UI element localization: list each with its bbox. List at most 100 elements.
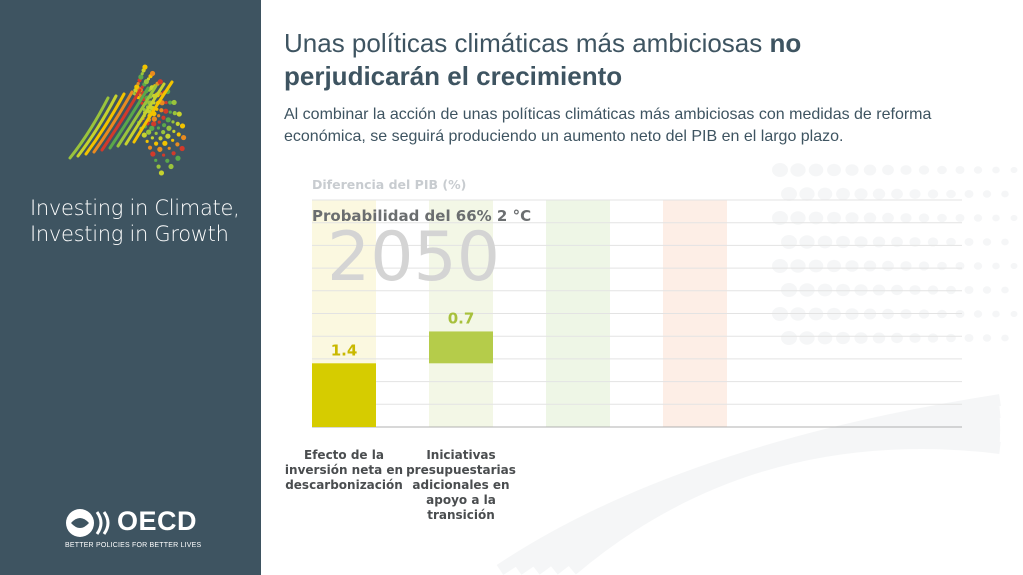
bar-2 [429, 331, 493, 364]
logo-dot [154, 131, 158, 135]
category-label-2: Iniciativas presupuestarias adicionales … [406, 448, 516, 522]
logo-dot [146, 77, 151, 81]
oecd-wordmark: OECD [117, 506, 198, 536]
watermark-dot [781, 187, 797, 201]
watermark-dot [781, 283, 797, 297]
watermark-dot [918, 213, 930, 223]
watermark-dot [781, 331, 797, 345]
page-title: Unas políticas climáticas más ambiciosas… [284, 27, 1004, 93]
logo-dot [172, 129, 176, 133]
logo-stroke [84, 92, 126, 156]
logo-dot [156, 164, 161, 169]
watermark-dot [918, 165, 930, 175]
watermark-dot [964, 286, 974, 294]
watermark-dot [882, 212, 894, 224]
watermark-dot [1010, 310, 1018, 318]
sidebar: Investing in Climate, Investing in Growt… [0, 0, 261, 575]
logo-dot [147, 145, 153, 150]
watermark-dot [891, 284, 903, 296]
watermark-dot [799, 283, 815, 297]
watermark-dot [909, 285, 921, 295]
logo-dot [161, 115, 166, 120]
watermark-dot [973, 262, 983, 270]
logo-dot [158, 136, 163, 141]
logo-dot [162, 140, 168, 146]
watermark-dot [964, 238, 974, 246]
watermark-dot [845, 260, 859, 272]
logo-dot [151, 121, 157, 127]
logo-dot [179, 123, 186, 129]
watermark-dot [891, 188, 903, 200]
watermark-dot [836, 187, 850, 201]
logo-dot [175, 142, 180, 147]
logo-dot [140, 85, 144, 89]
watermark-arc [568, 437, 1001, 575]
tagline: Investing in Climate, Investing in Growt… [30, 195, 240, 247]
watermark-dot [937, 213, 947, 223]
logo-dot [180, 134, 187, 141]
logo-dot [154, 158, 158, 162]
watermark-dot [772, 259, 788, 273]
logo-dot [165, 158, 170, 163]
logo-dot [161, 153, 166, 157]
logo-dot [175, 121, 180, 126]
watermark-dot [817, 331, 833, 345]
logo-stroke [92, 90, 134, 154]
logo-dot [157, 120, 161, 124]
watermark-dot [827, 163, 841, 177]
watermark-dot [863, 164, 877, 176]
watermark-dot [982, 286, 992, 294]
logo-dot [156, 126, 161, 130]
logo-stroke [100, 88, 142, 152]
watermark-dot [854, 332, 868, 344]
watermark-dot [1010, 166, 1018, 174]
watermark-dot [982, 334, 992, 342]
logo-dot [142, 64, 148, 70]
logo-dot [163, 108, 169, 114]
watermark-dot [817, 187, 833, 201]
logo-dot [158, 170, 165, 176]
watermark-dot [891, 332, 903, 344]
logo-dot [146, 129, 152, 135]
watermark-dot [799, 187, 815, 201]
watermark-dot [827, 211, 841, 225]
logo-dot [149, 70, 156, 77]
logo-dot [140, 72, 144, 76]
watermark-dot [927, 189, 939, 199]
watermark-dot [982, 238, 992, 246]
logo-dot [142, 108, 146, 112]
logo-dot [140, 101, 144, 105]
watermark-dot [964, 334, 974, 342]
watermark-dot [854, 188, 868, 200]
logo-dot [134, 84, 140, 90]
logo-dot [165, 117, 171, 123]
watermark-dot [973, 166, 983, 174]
watermark-dot [900, 165, 912, 175]
watermark-dot [772, 211, 788, 225]
logo-dot [179, 145, 185, 152]
watermark-dot [891, 236, 903, 248]
logo-dot [157, 79, 163, 85]
watermark-dot [872, 188, 886, 200]
logo-dot [150, 136, 154, 140]
tagline-line-1: Investing in Climate, [30, 196, 240, 220]
watermark-dot [799, 331, 815, 345]
logo-dot [171, 120, 175, 124]
watermark-dot [790, 163, 806, 177]
watermark-dot [1001, 334, 1009, 342]
value-label-1: 1.4 [331, 341, 358, 359]
watermark-dot [1010, 214, 1018, 222]
logo-stroke [108, 86, 150, 150]
logo-dot [165, 133, 171, 139]
value-label-2: 0.7 [448, 309, 475, 327]
watermark-dot [955, 214, 965, 222]
watermark-dot [992, 310, 1000, 318]
logo-stroke [132, 80, 174, 144]
watermark-dot [992, 262, 1000, 270]
logo-dot [167, 146, 171, 150]
category-label-1: Efecto de la inversión neta en descarbon… [284, 448, 404, 492]
watermark-dot [882, 164, 894, 176]
gridlines [312, 199, 962, 428]
logo-dot [168, 100, 173, 105]
watermark-dot [790, 259, 806, 273]
